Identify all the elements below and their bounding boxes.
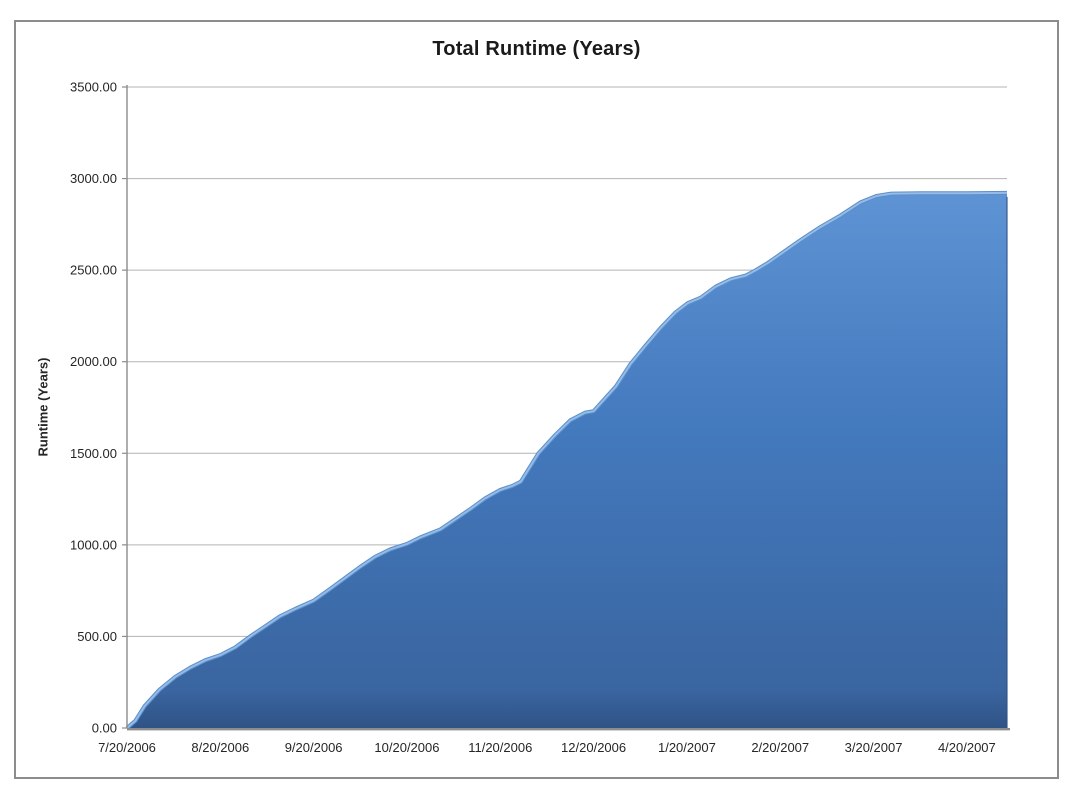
- y-tick-label: 1500.00: [70, 446, 117, 461]
- y-tick-label: 0.00: [92, 721, 117, 736]
- y-tick-label: 2500.00: [70, 263, 117, 278]
- chart-window: 0.00 500.00 1000.00 1500.00 2000.00 2500.00 30…: [14, 20, 1059, 779]
- x-tick-label: 9/20/2006: [285, 740, 343, 755]
- y-tick-label: 1000.00: [70, 537, 117, 552]
- x-tick-label: 4/20/2007: [938, 740, 996, 755]
- y-tick-label: 2000.00: [70, 354, 117, 369]
- runtime-area-series: [127, 192, 1007, 728]
- y-tick-label: 3000.00: [70, 171, 117, 186]
- x-tick-label: 8/20/2006: [191, 740, 249, 755]
- x-tick-label: 7/20/2006: [98, 740, 156, 755]
- chart-plot: 0.00 500.00 1000.00 1500.00 2000.00 2500.00 30…: [70, 80, 1010, 755]
- x-tick-label: 2/20/2007: [751, 740, 809, 755]
- runtime-area-edge-highlight: [126, 191, 1008, 729]
- x-tick-label: 11/20/2006: [468, 740, 532, 755]
- y-tick-label: 500.00: [77, 629, 117, 644]
- x-tick-label: 3/20/2007: [845, 740, 903, 755]
- y-tick-label: 3500.00: [70, 80, 117, 95]
- chart-title: Total Runtime (Years): [432, 38, 641, 60]
- x-tick-label: 12/20/2006: [561, 740, 626, 755]
- x-tick-label: 10/20/2006: [374, 740, 439, 755]
- x-tick-label: 1/20/2007: [658, 740, 716, 755]
- y-axis-title: Runtime (Years): [35, 357, 51, 457]
